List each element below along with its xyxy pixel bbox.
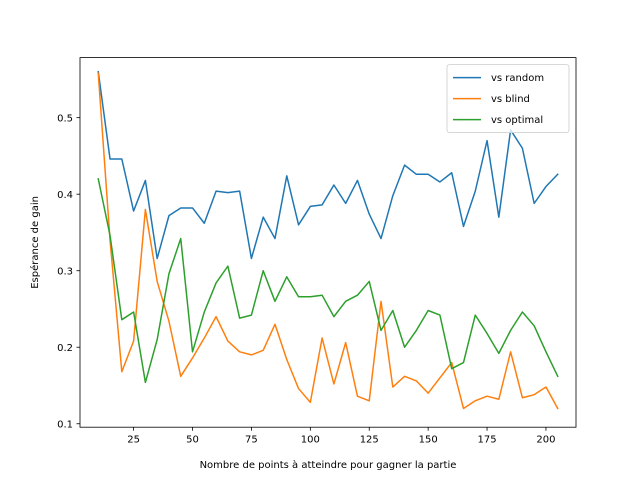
y-axis-ticks: 0.1 0.2 0.3 0.4 0.5 <box>57 113 80 430</box>
y-tick-label: 0.3 <box>57 266 73 277</box>
legend-label-3: vs optimal <box>491 115 543 126</box>
legend: vs random vs blind vs optimal <box>446 64 570 133</box>
y-axis-title: Espérance de gain <box>29 196 41 289</box>
x-tick-label: 50 <box>186 435 199 446</box>
x-tick-label: 150 <box>419 435 438 446</box>
y-tick-label: 0.2 <box>57 343 73 354</box>
series-line-3 <box>97 178 559 384</box>
y-tick-label: 0.4 <box>57 190 73 201</box>
x-tick-label: 175 <box>478 435 497 446</box>
legend-label-1: vs random <box>491 73 544 84</box>
legend-box <box>446 64 570 133</box>
x-tick-label: 200 <box>536 435 555 446</box>
x-tick-label: 25 <box>127 435 140 446</box>
x-tick-label: 100 <box>301 435 320 446</box>
series-layer <box>97 70 559 410</box>
y-tick-label: 0.5 <box>57 113 73 124</box>
x-tick-label: 75 <box>245 435 258 446</box>
legend-label-2: vs blind <box>491 94 530 105</box>
y-tick-label: 0.1 <box>57 419 73 430</box>
x-tick-label: 125 <box>360 435 379 446</box>
x-axis-ticks: 25 50 75 100 125 150 175 200 <box>127 427 556 446</box>
series-line-1 <box>97 70 559 260</box>
plot-frame <box>79 57 577 428</box>
x-axis-title: Nombre de points à atteindre pour gagner… <box>200 459 457 471</box>
series-line-2 <box>97 72 559 410</box>
